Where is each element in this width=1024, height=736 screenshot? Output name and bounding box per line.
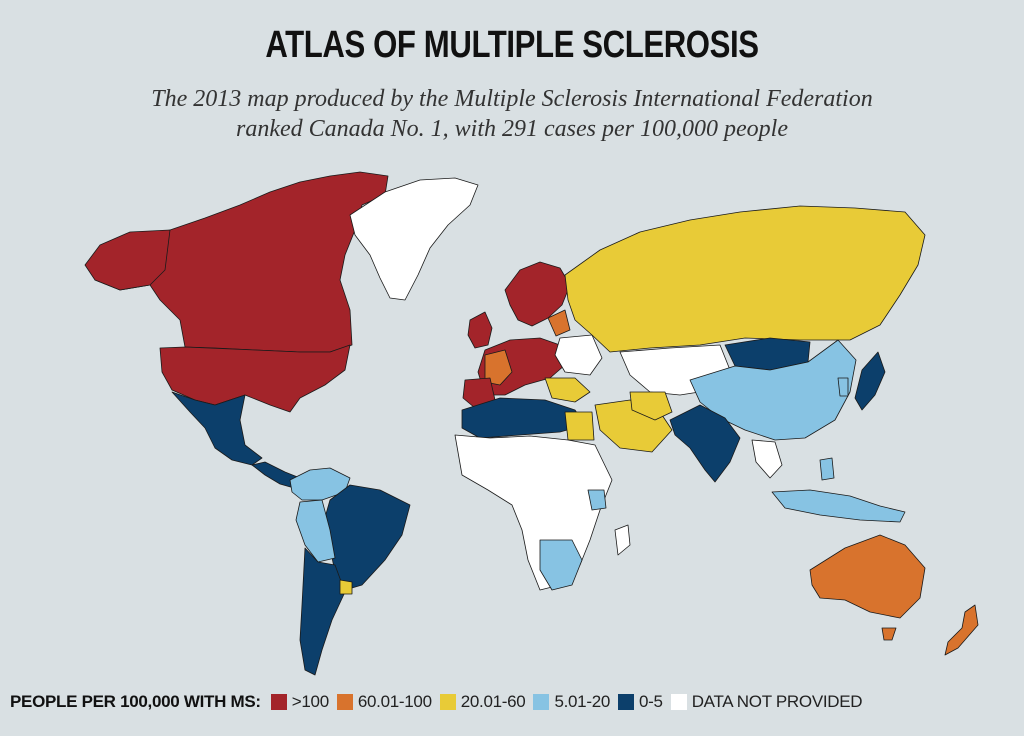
region-korea xyxy=(837,377,849,397)
legend-item-no-data: DATA NOT PROVIDED xyxy=(670,692,863,712)
legend-swatch-low-mid xyxy=(533,694,550,710)
region-japan xyxy=(854,351,886,411)
legend-swatch-no-data xyxy=(670,694,687,710)
region-balkans xyxy=(544,377,591,403)
region-eastern-europe xyxy=(554,334,603,376)
region-east-africa xyxy=(587,489,607,511)
legend-item-mid: 20.01-60 xyxy=(439,692,526,712)
legend-item-low: 0-5 xyxy=(618,692,663,712)
region-france xyxy=(484,349,513,386)
region-india xyxy=(669,404,741,483)
legend-title: PEOPLE PER 100,000 WITH MS: xyxy=(10,692,261,711)
region-uk-ireland xyxy=(467,311,493,349)
legend-item-low-mid: 5.01-20 xyxy=(533,692,610,712)
region-usa xyxy=(159,344,351,413)
region-indonesia xyxy=(771,489,906,523)
region-alaska xyxy=(84,229,171,291)
region-iran xyxy=(629,391,673,421)
legend-label-low-mid: 5.01-20 xyxy=(554,692,611,711)
region-sub-saharan-africa xyxy=(454,434,613,591)
region-tasmania xyxy=(881,627,897,641)
region-scandinavia xyxy=(504,261,571,327)
region-russia xyxy=(564,205,926,353)
region-greenland xyxy=(349,177,479,301)
region-southern-africa xyxy=(539,539,583,591)
region-peru-bolivia xyxy=(295,499,336,563)
region-southeast-asia xyxy=(751,439,783,479)
world-map xyxy=(84,171,979,676)
map-title: ATLAS OF MULTIPLE SCLEROSIS xyxy=(265,24,759,66)
legend-item-high: >100 xyxy=(270,692,329,712)
legend-swatch-low xyxy=(618,694,635,710)
legend-item-upper-mid: 60.01-100 xyxy=(336,692,432,712)
region-madagascar xyxy=(614,524,631,556)
region-southern-cone xyxy=(299,547,346,676)
legend-label-no-data: DATA NOT PROVIDED xyxy=(691,692,863,711)
region-mexico xyxy=(171,391,263,466)
region-uruguay xyxy=(339,579,353,595)
legend-label-upper-mid: 60.01-100 xyxy=(357,692,432,711)
region-baltics xyxy=(547,309,571,337)
legend-label-high: >100 xyxy=(291,692,329,711)
legend-swatch-upper-mid xyxy=(336,694,353,710)
legend-label-low: 0-5 xyxy=(639,692,663,711)
region-new-zealand xyxy=(944,604,979,656)
map-legend: PEOPLE PER 100,000 WITH MS: >100 60.01-1… xyxy=(10,689,870,715)
legend-swatch-high xyxy=(270,694,287,710)
legend-label-mid: 20.01-60 xyxy=(460,692,526,711)
map-subtitle-line-1: The 2013 map produced by the Multiple Sc… xyxy=(151,86,873,112)
region-egypt xyxy=(564,411,595,441)
legend-swatch-mid xyxy=(439,694,456,710)
region-australia xyxy=(809,534,926,619)
map-subtitle-line-2: ranked Canada No. 1, with 291 cases per … xyxy=(236,116,788,142)
region-philippines xyxy=(819,457,835,481)
